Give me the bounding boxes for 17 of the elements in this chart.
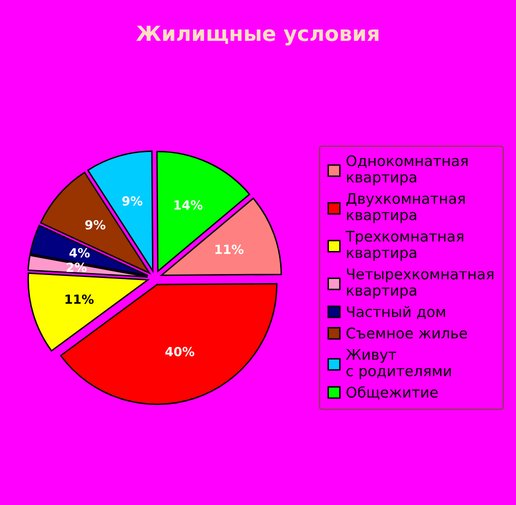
legend-label: Четырехкомнатная квартира — [346, 268, 494, 299]
chart-title: Жилищные условия — [136, 26, 378, 46]
data-label: 9% — [85, 220, 106, 230]
data-label: 40% — [165, 346, 194, 356]
data-label: 2% — [66, 262, 87, 272]
legend-label: Общежитие — [346, 386, 438, 400]
data-label: 14% — [174, 200, 203, 210]
legend-label: Двухкомнатная квартира — [346, 193, 465, 224]
data-label: 9% — [122, 196, 142, 206]
legend-label: Живут с родителями — [346, 349, 451, 380]
legend-label: Трехкомнатная квартира — [346, 230, 464, 261]
legend-label: Частный дом — [346, 306, 446, 319]
legend-label: Однокомнатная квартира — [346, 155, 468, 186]
data-label: 11% — [66, 294, 94, 304]
data-label: 4% — [69, 248, 90, 258]
data-label: 11% — [215, 244, 244, 254]
legend-label: Съемное жилье — [346, 328, 467, 339]
